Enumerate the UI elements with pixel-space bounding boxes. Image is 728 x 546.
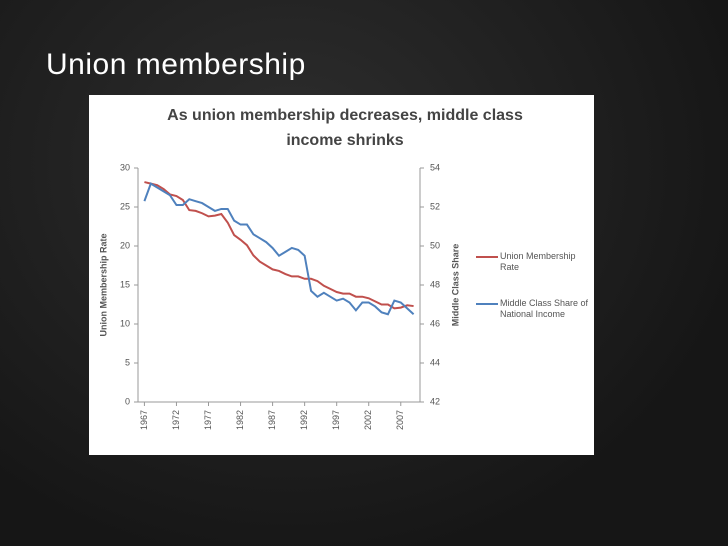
data-line [143,182,415,316]
y2-tick-label: 54 [430,162,440,172]
chart-area [89,95,594,455]
y2-tick-label: 50 [430,240,440,250]
y2-tick-label: 44 [430,357,440,367]
y2-axis-label: Middle Class Share [450,244,460,327]
x-tick-label: 1977 [203,410,213,430]
y-axis-label: Union Membership Rate [98,233,108,336]
y2-tick-label: 52 [430,201,440,211]
chart-title: As union membership decreases, middle cl… [167,107,523,149]
y2-tick-label: 46 [430,318,440,328]
y-tick-label: 25 [120,201,130,211]
x-tick-label: 1997 [331,410,341,430]
y2-tick-label: 48 [430,279,440,289]
legend-label: Union Membership Rate [500,251,576,272]
y-tick-label: 5 [125,357,130,367]
y-tick-label: 30 [120,162,130,172]
y-tick-label: 15 [120,279,130,289]
x-tick-label: 1972 [171,410,181,430]
x-tick-label: 1992 [299,410,309,430]
x-tick-label: 1987 [267,410,277,430]
data-line [144,181,414,310]
y-tick-label: 0 [125,396,130,406]
legend-label: Middle Class Share of National Income [500,298,589,319]
x-tick-label: 1967 [139,410,149,430]
slide-title: Union membership [46,48,306,81]
y-tick-label: 20 [120,240,130,250]
x-tick-label: 1982 [235,410,245,430]
x-tick-label: 2007 [395,410,405,430]
y-tick-label: 10 [120,318,130,328]
y2-tick-label: 42 [430,396,440,406]
x-tick-label: 2002 [363,410,373,430]
